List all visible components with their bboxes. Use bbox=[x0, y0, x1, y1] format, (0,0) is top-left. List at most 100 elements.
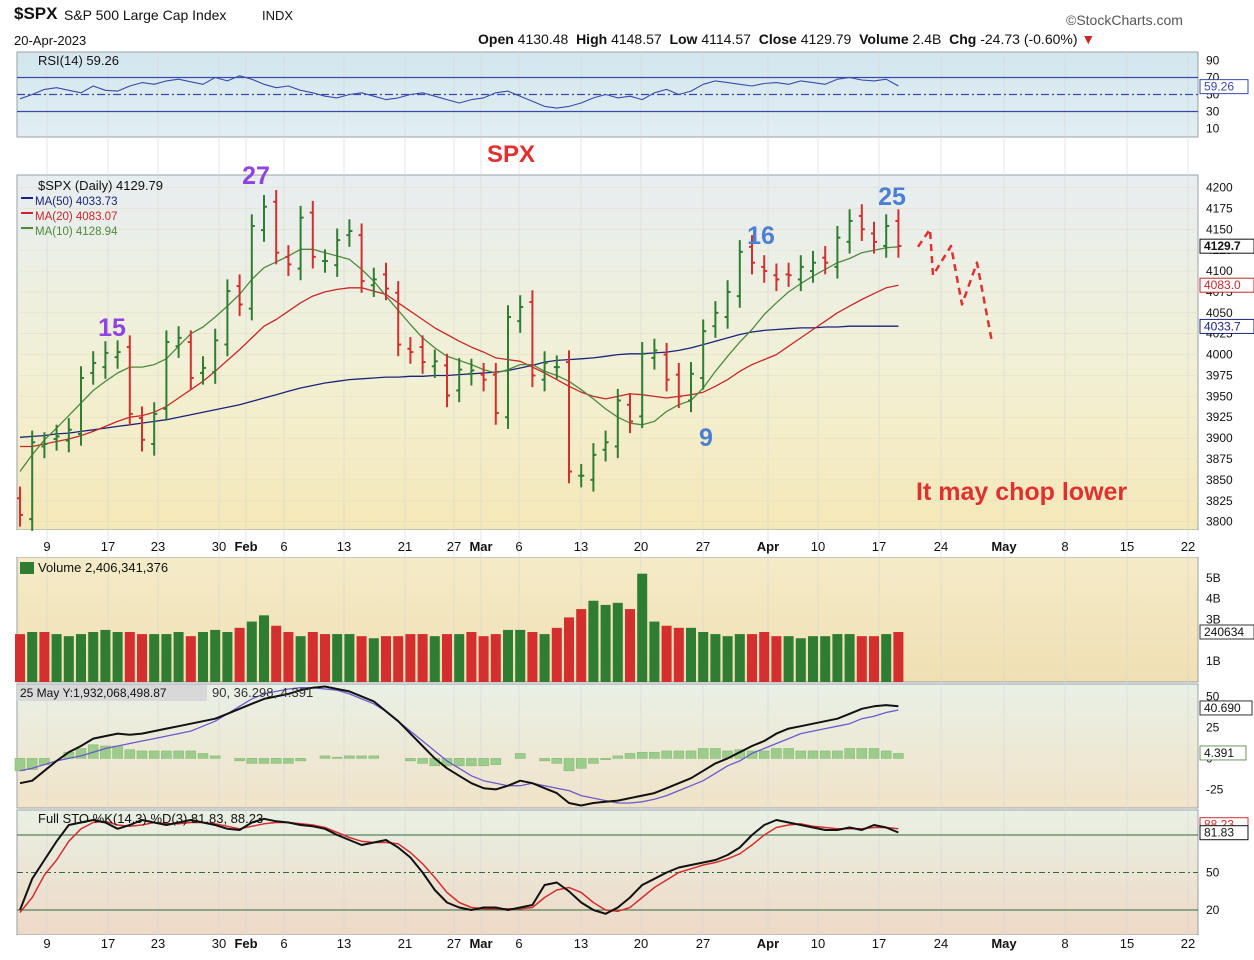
index-name: S&P 500 Large Cap Index bbox=[64, 7, 227, 23]
volume-bar bbox=[747, 634, 757, 682]
histogram-bar bbox=[856, 748, 868, 759]
volume-bar bbox=[417, 634, 428, 682]
volume-bar bbox=[783, 636, 794, 682]
quote-line: Open 4130.48 High 4148.57 Low 4114.57 Cl… bbox=[478, 31, 1096, 47]
rsi-tick-label: 90 bbox=[1206, 54, 1220, 68]
date-tick-label-bottom: May bbox=[991, 936, 1017, 951]
histogram-bar bbox=[868, 748, 880, 759]
date-tick-label: Feb bbox=[234, 539, 257, 554]
macd-signal-line bbox=[19, 687, 899, 804]
volume-bar bbox=[429, 636, 440, 682]
volume-bar bbox=[161, 634, 172, 682]
volume-bar bbox=[625, 609, 635, 682]
date-tick-label-bottom: Apr bbox=[757, 936, 779, 951]
volume-bar bbox=[368, 638, 379, 682]
chart-header: $SPX S&P 500 Large Cap Index INDX 20-Apr… bbox=[0, 0, 1254, 52]
volume-bar bbox=[259, 615, 269, 682]
sto-tick-label: 50 bbox=[1206, 866, 1220, 880]
rsi-value-tag-text: 59.26 bbox=[1204, 80, 1234, 94]
macd-tick-label: 50 bbox=[1206, 689, 1220, 703]
volume-bar bbox=[185, 636, 196, 682]
histogram-bar bbox=[209, 755, 221, 759]
histogram-bar bbox=[563, 758, 575, 772]
date-tick-label-bottom: 23 bbox=[151, 936, 165, 951]
price-tick-label: 4050 bbox=[1206, 306, 1233, 320]
volume-bar bbox=[722, 636, 733, 682]
volume-bar bbox=[856, 636, 867, 682]
histogram-bar bbox=[124, 749, 136, 759]
volume-bar bbox=[173, 632, 184, 682]
volume-bar bbox=[271, 625, 282, 682]
date-tick-label-bottom: 17 bbox=[101, 936, 115, 951]
histogram-bar bbox=[624, 753, 636, 759]
histogram-bar bbox=[551, 758, 563, 764]
date-tick-label-bottom: 8 bbox=[1061, 936, 1068, 951]
date-tick-label: Mar bbox=[469, 539, 492, 554]
brand-link[interactable]: ©StockCharts.com bbox=[1066, 12, 1183, 28]
histogram-bar bbox=[600, 758, 611, 760]
price-tick-label: 3950 bbox=[1206, 389, 1233, 403]
volume-bar bbox=[307, 632, 318, 682]
macd-title: 90, 36.298, 4.391 bbox=[212, 685, 313, 700]
volume-tick-label: 1B bbox=[1206, 654, 1221, 668]
histogram-bar bbox=[466, 758, 477, 767]
symbol: $SPX bbox=[14, 4, 58, 23]
volume-bar bbox=[588, 600, 599, 682]
volume-bar bbox=[320, 634, 330, 682]
rsi-value-tag bbox=[1199, 79, 1249, 95]
date-tick-label-bottom: 15 bbox=[1120, 936, 1134, 951]
histogram-bar bbox=[514, 753, 526, 759]
histogram-bar bbox=[490, 758, 502, 765]
volume-bar bbox=[137, 634, 147, 682]
histogram-bar bbox=[344, 755, 355, 759]
price-tick-label: 3825 bbox=[1206, 494, 1233, 508]
price-value-tag bbox=[1199, 318, 1254, 334]
volume-bar bbox=[454, 634, 465, 682]
volume-bar bbox=[76, 634, 86, 682]
histogram-bar bbox=[478, 758, 489, 767]
volume-bar bbox=[551, 627, 562, 682]
histogram-bar bbox=[844, 748, 855, 759]
tooltip-box bbox=[17, 685, 207, 701]
histogram-bar bbox=[246, 758, 258, 764]
volume-bar bbox=[246, 621, 257, 682]
hist-value-tag bbox=[1199, 745, 1247, 761]
price-panel bbox=[16, 174, 1199, 531]
volume-bar bbox=[478, 636, 489, 682]
date-tick-label-bottom: Mar bbox=[469, 936, 492, 951]
spx-annotation: SPX bbox=[487, 141, 535, 168]
sto-title: Full STO %K(14,3) %D(3) 81.83, 88.23 bbox=[38, 811, 263, 826]
date-tick-label: 27 bbox=[696, 539, 710, 554]
date-tick-label-bottom: 6 bbox=[280, 936, 287, 951]
histogram-bar bbox=[14, 758, 26, 772]
price-tick-label: 3875 bbox=[1206, 452, 1233, 466]
histogram-bar bbox=[710, 748, 721, 759]
volume-bar bbox=[673, 627, 684, 682]
date-tick-label-bottom: 24 bbox=[934, 936, 948, 951]
histogram-bar bbox=[697, 748, 709, 759]
volume-tick-label: 4B bbox=[1206, 592, 1221, 606]
macd-panel bbox=[16, 683, 1199, 809]
histogram-bar bbox=[283, 758, 294, 764]
volume-bar bbox=[710, 634, 721, 682]
price-tick-label: 4200 bbox=[1206, 181, 1233, 195]
date-tick-label: 17 bbox=[872, 539, 886, 554]
price-value-tag-text: 4129.7 bbox=[1204, 239, 1241, 253]
histogram-bar bbox=[795, 750, 807, 759]
date-tick-label: 22 bbox=[1181, 539, 1195, 554]
volume-bar bbox=[844, 634, 855, 682]
volume-bar bbox=[63, 636, 74, 682]
volume-bar bbox=[771, 636, 782, 682]
tooltip-text: 25 May Y:1,932,068,498.87 bbox=[20, 686, 167, 700]
price-legend-entry: MA(20) 4083.07 bbox=[35, 211, 117, 223]
histogram-bar bbox=[258, 758, 270, 764]
histogram-bar bbox=[746, 750, 758, 759]
histogram-bar bbox=[26, 758, 38, 770]
histogram-bar bbox=[368, 755, 380, 759]
volume-bar bbox=[515, 629, 526, 682]
histogram-bar bbox=[673, 750, 685, 759]
price-legend-entry: $SPX (Daily) 4129.79 bbox=[38, 178, 163, 193]
volume-tick-label: 5B bbox=[1206, 571, 1221, 585]
volume-bar bbox=[881, 634, 892, 682]
